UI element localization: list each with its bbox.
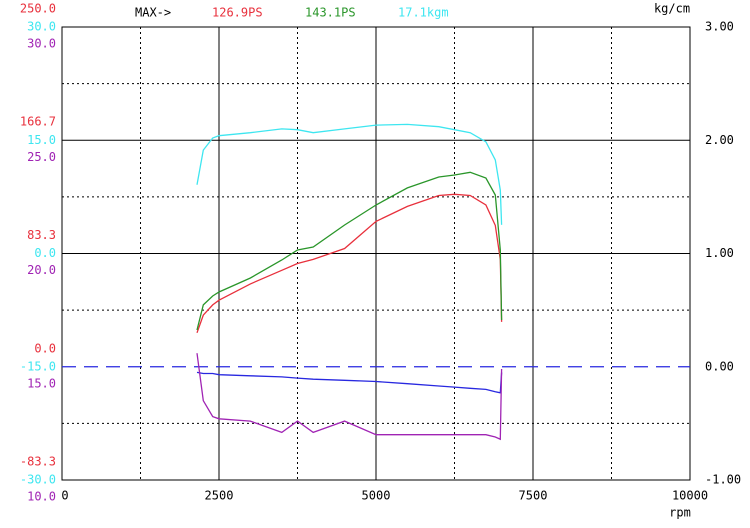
- x-tick-label: 10000: [672, 489, 708, 503]
- y-tick-label: 30.0: [27, 37, 56, 51]
- y-tick-label: 25.0: [27, 150, 56, 164]
- y-tick-label: 10.0: [27, 490, 56, 504]
- x-tick-label: 0: [61, 489, 68, 503]
- y-tick-label: 166.7: [20, 115, 56, 129]
- x-tick-label: 2500: [205, 489, 234, 503]
- y2-tick-label: 1.00: [705, 246, 734, 260]
- y-tick-label: 20.0: [27, 263, 56, 277]
- y-tick-label: 250.0: [20, 2, 56, 16]
- y-tick-label: 15.0: [27, 376, 56, 390]
- max-annotation: 17.1kgm: [398, 6, 449, 20]
- y-tick-label: -83.3: [20, 455, 56, 469]
- y-tick-label: 83.3: [27, 228, 56, 242]
- series-line: [196, 123, 503, 225]
- series-line: [196, 353, 503, 441]
- max-annotation: 126.9PS: [212, 6, 263, 20]
- y2-axis-label: kg/cm: [654, 2, 690, 16]
- series-line: [196, 171, 503, 331]
- series-line: [196, 371, 503, 394]
- series-line: [196, 193, 503, 334]
- y-tick-label: -15.0: [20, 359, 56, 373]
- max-annotation: 143.1PS: [305, 6, 356, 20]
- max-annotation: MAX->: [135, 6, 171, 20]
- y2-tick-label: 3.00: [705, 20, 734, 34]
- y2-tick-label: 0.00: [705, 359, 734, 373]
- y-tick-label: 15.0: [27, 133, 56, 147]
- x-tick-label: 5000: [362, 489, 391, 503]
- y-tick-label: -30.0: [20, 473, 56, 487]
- x-axis-label: rpm: [669, 506, 691, 520]
- y-tick-label: 0.0: [34, 341, 56, 355]
- y-tick-label: 0.0: [34, 246, 56, 260]
- y-tick-label: 30.0: [27, 20, 56, 34]
- x-tick-label: 7500: [519, 489, 548, 503]
- y2-tick-label: -1.00: [705, 473, 741, 487]
- y2-tick-label: 2.00: [705, 133, 734, 147]
